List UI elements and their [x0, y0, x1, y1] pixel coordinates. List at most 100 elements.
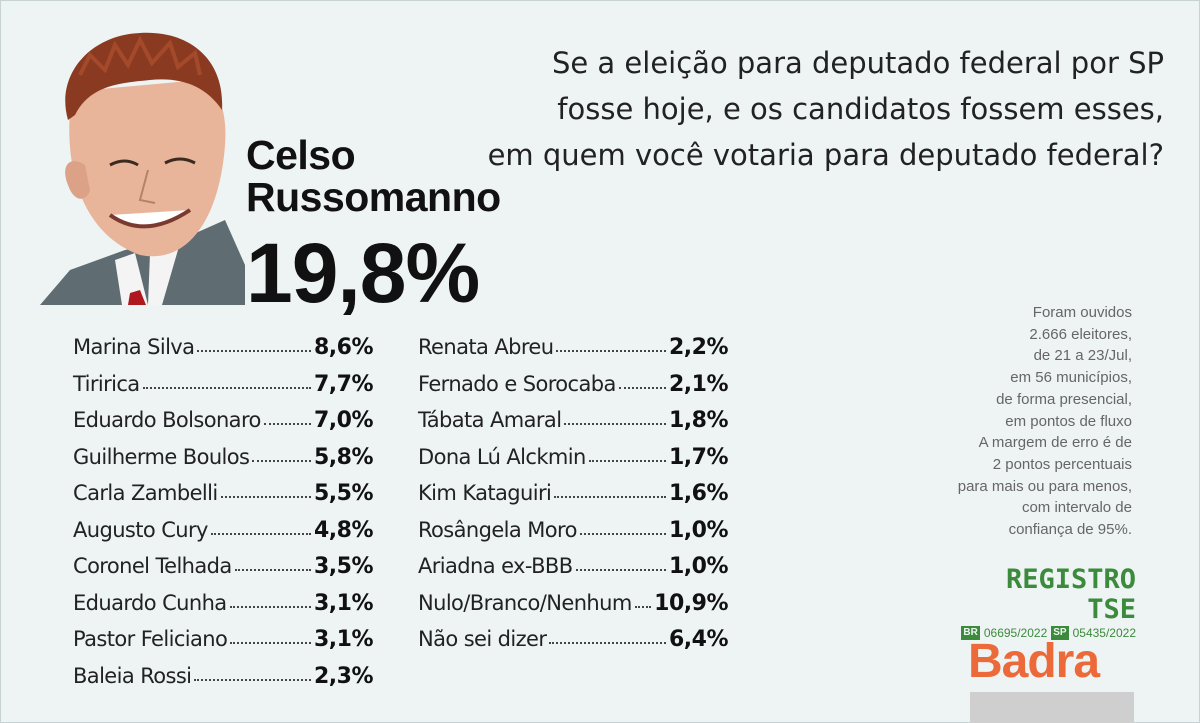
tse-registration-stamp: REGISTRO TSE BR 06695/2022 SP 05435/2022	[956, 565, 1136, 640]
candidate-name: Nulo/Branco/Nenhum	[418, 590, 632, 615]
candidate-percentage: 6,4%	[668, 627, 729, 652]
candidate-percentage: 1,6%	[668, 481, 729, 506]
leader-name-last: Russomanno	[246, 174, 501, 220]
tse-sp-tag: SP	[1051, 626, 1069, 640]
candidate-percentage: 3,5%	[313, 554, 374, 579]
candidate-row: Eduardo Bolsonaro 7,0%	[73, 408, 374, 445]
candidate-name: Pastor Feliciano	[73, 627, 228, 651]
candidate-name: Rosângela Moro	[418, 517, 577, 542]
candidate-list-right: Renata Abreu 2,2% Fernado e Sorocaba 2,1% …	[418, 335, 729, 664]
candidate-row: Tábata Amaral 1,8%	[418, 408, 729, 445]
tse-br-tag: BR	[961, 626, 980, 640]
candidate-name: Renata Abreu	[418, 335, 554, 359]
candidate-caricature	[40, 32, 245, 305]
candidate-name: Eduardo Cunha	[73, 590, 227, 615]
candidate-percentage: 5,8%	[313, 444, 374, 470]
candidate-percentage: 1,7%	[668, 444, 729, 470]
candidate-name: Ariadna ex-BBB	[418, 554, 573, 578]
candidate-row: Coronel Telhada 3,5%	[73, 554, 374, 591]
candidate-name: Eduardo Bolsonaro	[73, 408, 261, 432]
candidate-percentage: 4,8%	[313, 517, 374, 543]
candidate-row: Rosângela Moro 1,0%	[418, 517, 729, 555]
candidate-percentage: 10,9%	[654, 590, 728, 616]
candidate-name: Não sei dizer	[418, 627, 547, 651]
tse-sp-code: 05435/2022	[1072, 626, 1136, 640]
candidate-name: Kim Kataguiri	[418, 481, 552, 505]
candidate-row: Tiririca 7,7%	[73, 371, 374, 409]
candidate-percentage: 7,0%	[313, 408, 374, 433]
candidate-percentage: 1,8%	[668, 408, 729, 433]
methodology-line: 2.666 eleitores,	[1029, 325, 1132, 343]
dot-leader	[588, 459, 666, 462]
methodology-line: 2 pontos percentuais	[992, 455, 1132, 473]
candidate-row: Augusto Cury 4,8%	[73, 517, 374, 555]
methodology-line: em 56 municípios,	[1010, 369, 1132, 387]
methodology-line: confiança de 95%.	[1008, 521, 1132, 539]
methodology-line: A margem de erro é de	[978, 434, 1132, 452]
candidate-name: Dona Lú Alckmin	[418, 444, 586, 469]
candidate-name: Tábata Amaral	[418, 408, 562, 432]
candidate-percentage: 5,5%	[313, 481, 374, 506]
dot-leader	[554, 495, 666, 498]
candidate-percentage: 7,7%	[313, 371, 374, 397]
dot-leader	[210, 532, 311, 535]
candidate-row: Renata Abreu 2,2%	[418, 335, 729, 372]
question-line-3: em quem você votaria para deputado feder…	[487, 138, 1164, 172]
candidate-name: Guilherme Boulos	[73, 444, 250, 469]
question-line-1: Se a eleição para deputado federal por S…	[551, 46, 1164, 80]
leader-percentage: 19,8%	[246, 226, 480, 320]
dot-leader	[549, 641, 666, 644]
brand-bar	[970, 692, 1134, 723]
dot-leader	[142, 386, 311, 389]
candidate-name: Augusto Cury	[73, 517, 208, 542]
candidate-percentage: 2,1%	[668, 371, 729, 397]
candidate-list-left: Marina Silva 8,6% Tiririca 7,7% Eduardo Bo…	[73, 335, 374, 701]
candidate-row: Eduardo Cunha 3,1%	[73, 590, 374, 628]
question-line-2: fosse hoje, e os candidatos fossem esses…	[557, 92, 1164, 126]
dot-leader	[564, 422, 666, 425]
candidate-row: Pastor Feliciano 3,1%	[73, 627, 374, 664]
candidate-name: Tiririca	[73, 371, 140, 396]
candidate-name: Carla Zambelli	[73, 481, 218, 505]
badra-logo: Badra	[968, 635, 1100, 688]
methodology-note: Foram ouvidos 2.666 eleitores, de 21 a 2…	[920, 302, 1132, 541]
dot-leader	[230, 641, 311, 644]
methodology-line: com intervalo de	[1021, 499, 1132, 517]
candidate-percentage: 1,0%	[668, 517, 729, 543]
candidate-percentage: 2,3%	[313, 663, 374, 689]
dot-leader	[556, 349, 666, 352]
dot-leader	[194, 678, 311, 681]
dot-leader	[634, 605, 652, 608]
candidate-row: Nulo/Branco/Nenhum 10,9%	[418, 591, 728, 628]
dot-leader	[197, 349, 311, 352]
candidate-name: Coronel Telhada	[73, 554, 232, 578]
methodology-line: de 21 a 23/Jul,	[1033, 347, 1132, 365]
candidate-percentage: 3,1%	[313, 627, 374, 652]
survey-question: Se a eleição para deputado federal por S…	[444, 40, 1164, 178]
dot-leader	[263, 422, 311, 425]
tse-br-code: 06695/2022	[983, 626, 1048, 640]
tse-registration-title: REGISTRO TSE	[1005, 564, 1136, 625]
candidate-row: Carla Zambelli 5,5%	[73, 481, 374, 518]
candidate-row: Não sei dizer 6,4%	[418, 627, 729, 664]
dot-leader	[575, 568, 666, 571]
candidate-row: Baleia Rossi 2,3%	[73, 663, 374, 701]
dot-leader	[220, 495, 311, 498]
candidate-percentage: 2,2%	[668, 335, 729, 360]
tse-registration-codes: BR 06695/2022 SP 05435/2022	[956, 626, 1136, 640]
candidate-row: Ariadna ex-BBB 1,0%	[418, 554, 729, 591]
candidate-row: Guilherme Boulos 5,8%	[73, 444, 374, 482]
leader-name-first: Celso	[246, 132, 356, 178]
methodology-line: em pontos de fluxo	[1005, 412, 1132, 430]
candidate-row: Kim Kataguiri 1,6%	[418, 481, 729, 518]
methodology-line: para mais ou para menos,	[957, 477, 1132, 495]
candidate-name: Baleia Rossi	[73, 663, 192, 688]
candidate-percentage: 1,0%	[668, 554, 729, 579]
candidate-name: Marina Silva	[73, 335, 195, 359]
candidate-name: Fernado e Sorocaba	[418, 371, 616, 396]
leader-name: Celso Russomanno	[246, 134, 506, 218]
candidate-percentage: 3,1%	[313, 590, 374, 616]
methodology-line: Foram ouvidos	[1032, 304, 1132, 321]
dot-leader	[252, 459, 311, 462]
dot-leader	[579, 532, 666, 535]
